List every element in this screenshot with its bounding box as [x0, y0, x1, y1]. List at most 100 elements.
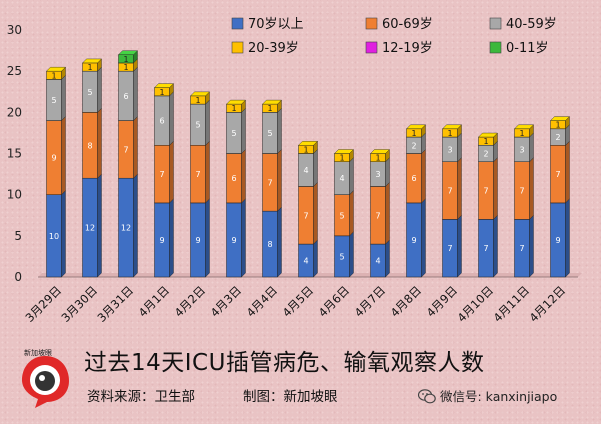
x-tick-label: 4月5日	[280, 283, 317, 320]
x-tick-label: 4月4日	[244, 283, 281, 320]
data-label: 7	[303, 211, 308, 220]
y-tick-label: 0	[14, 270, 22, 284]
data-label: 7	[519, 187, 524, 196]
legend-swatch	[365, 41, 378, 54]
data-label: 8	[87, 141, 92, 150]
data-label: 4	[375, 257, 380, 266]
data-label: 4	[303, 166, 308, 175]
bar-segment-top	[82, 58, 102, 64]
chart-credit: 制图：新加坡眼	[243, 389, 338, 405]
wechat-id: 微信号: kanxinjiapo	[418, 386, 557, 405]
data-label: 3	[447, 145, 452, 154]
data-source: 资料来源：卫生部	[87, 389, 195, 405]
data-label: 1	[555, 121, 560, 130]
bar-segment-top	[298, 141, 318, 146]
bar-segment-side	[349, 157, 354, 196]
bar-segment-side	[133, 116, 138, 179]
bar-segment-side	[61, 74, 66, 122]
x-tick-label: 4月7日	[352, 283, 389, 320]
bar-segment-top	[262, 99, 282, 105]
bar-segment-side	[61, 116, 66, 196]
legend-label: 70岁以上	[248, 17, 304, 32]
x-tick-label: 4月12日	[526, 283, 568, 325]
y-tick-label: 15	[7, 147, 22, 161]
bar-segment-side	[241, 198, 246, 278]
legend-label: 40-59岁	[506, 17, 557, 32]
wechat-text: 微信号: kanxinjiapo	[440, 389, 558, 404]
legend-swatch	[231, 41, 244, 54]
bar-segment-top	[370, 149, 390, 154]
x-tick-label: 4月11日	[490, 283, 532, 325]
bar-segment-side	[169, 198, 174, 278]
bar-segment-side	[205, 99, 210, 146]
data-label: 1	[267, 104, 272, 113]
data-label: 1	[87, 63, 92, 72]
bar-segment-side	[493, 214, 498, 278]
bar-segment-top	[478, 132, 498, 138]
data-label: 1	[123, 63, 128, 72]
bar-segment-side	[529, 132, 534, 163]
x-tick-label: 4月3日	[208, 283, 245, 320]
data-label: 5	[339, 252, 344, 261]
bar-segment-side	[457, 132, 462, 163]
data-label: 4	[303, 257, 308, 266]
data-label: 1	[483, 137, 488, 146]
data-label: 3	[519, 145, 524, 154]
legend-swatch	[365, 17, 378, 30]
data-label: 6	[411, 174, 416, 183]
data-label: 1	[195, 96, 200, 105]
data-label: 5	[339, 211, 344, 220]
data-label: 1	[375, 154, 380, 163]
y-tick-label: 30	[7, 23, 22, 37]
data-label: 7	[447, 244, 452, 253]
data-label: 1	[447, 129, 452, 138]
data-label: 12	[121, 224, 131, 233]
bar-segment-side	[133, 173, 138, 278]
data-label: 5	[231, 129, 236, 138]
data-label: 9	[195, 236, 200, 245]
bar-segment-side	[277, 107, 282, 154]
legend-label: 60-69岁	[382, 17, 433, 32]
data-label: 5	[195, 121, 200, 130]
legend-label: 20-39岁	[248, 41, 299, 56]
bar-segment-side	[385, 181, 390, 245]
data-label: 1	[51, 71, 56, 80]
data-label: 9	[159, 236, 164, 245]
bar-segment-side	[241, 149, 246, 204]
data-label: 8	[267, 240, 272, 249]
data-label: 2	[411, 141, 416, 150]
y-tick-label: 10	[7, 188, 22, 202]
bar-segment-side	[457, 157, 462, 220]
data-label: 10	[49, 232, 59, 241]
bar-segment-side	[421, 198, 426, 278]
bar-segment-side	[565, 140, 570, 204]
legend-label: 12-19岁	[382, 41, 433, 56]
bar-segment-side	[385, 239, 390, 278]
logo-icon	[22, 356, 69, 408]
bar-segment-top	[334, 149, 354, 154]
data-label: 7	[483, 187, 488, 196]
bar-segment-side	[565, 198, 570, 278]
bar-segment-side	[61, 190, 66, 278]
bar-segment-top	[226, 99, 246, 105]
bar-segment-side	[349, 190, 354, 237]
data-label: 5	[267, 129, 272, 138]
data-label: 7	[159, 170, 164, 179]
x-tick-label: 4月10日	[454, 283, 496, 325]
bar-segment-side	[277, 206, 282, 278]
x-tick-label: 3月30日	[58, 283, 100, 325]
bar-segment-side	[457, 214, 462, 278]
x-tick-label: 4月8日	[388, 283, 425, 320]
bar-segment-side	[349, 231, 354, 278]
bar-segment-top	[550, 116, 570, 121]
bar-segment-top	[46, 66, 66, 72]
data-label: 7	[447, 187, 452, 196]
bar-segment-side	[241, 107, 246, 154]
data-label: 5	[51, 96, 56, 105]
x-tick-label: 4月6日	[316, 283, 353, 320]
data-label: 9	[51, 154, 56, 163]
data-label: 1	[159, 88, 164, 97]
bar-segment-side	[97, 107, 102, 179]
bar-segment-side	[529, 157, 534, 220]
data-label: 3	[375, 170, 380, 179]
